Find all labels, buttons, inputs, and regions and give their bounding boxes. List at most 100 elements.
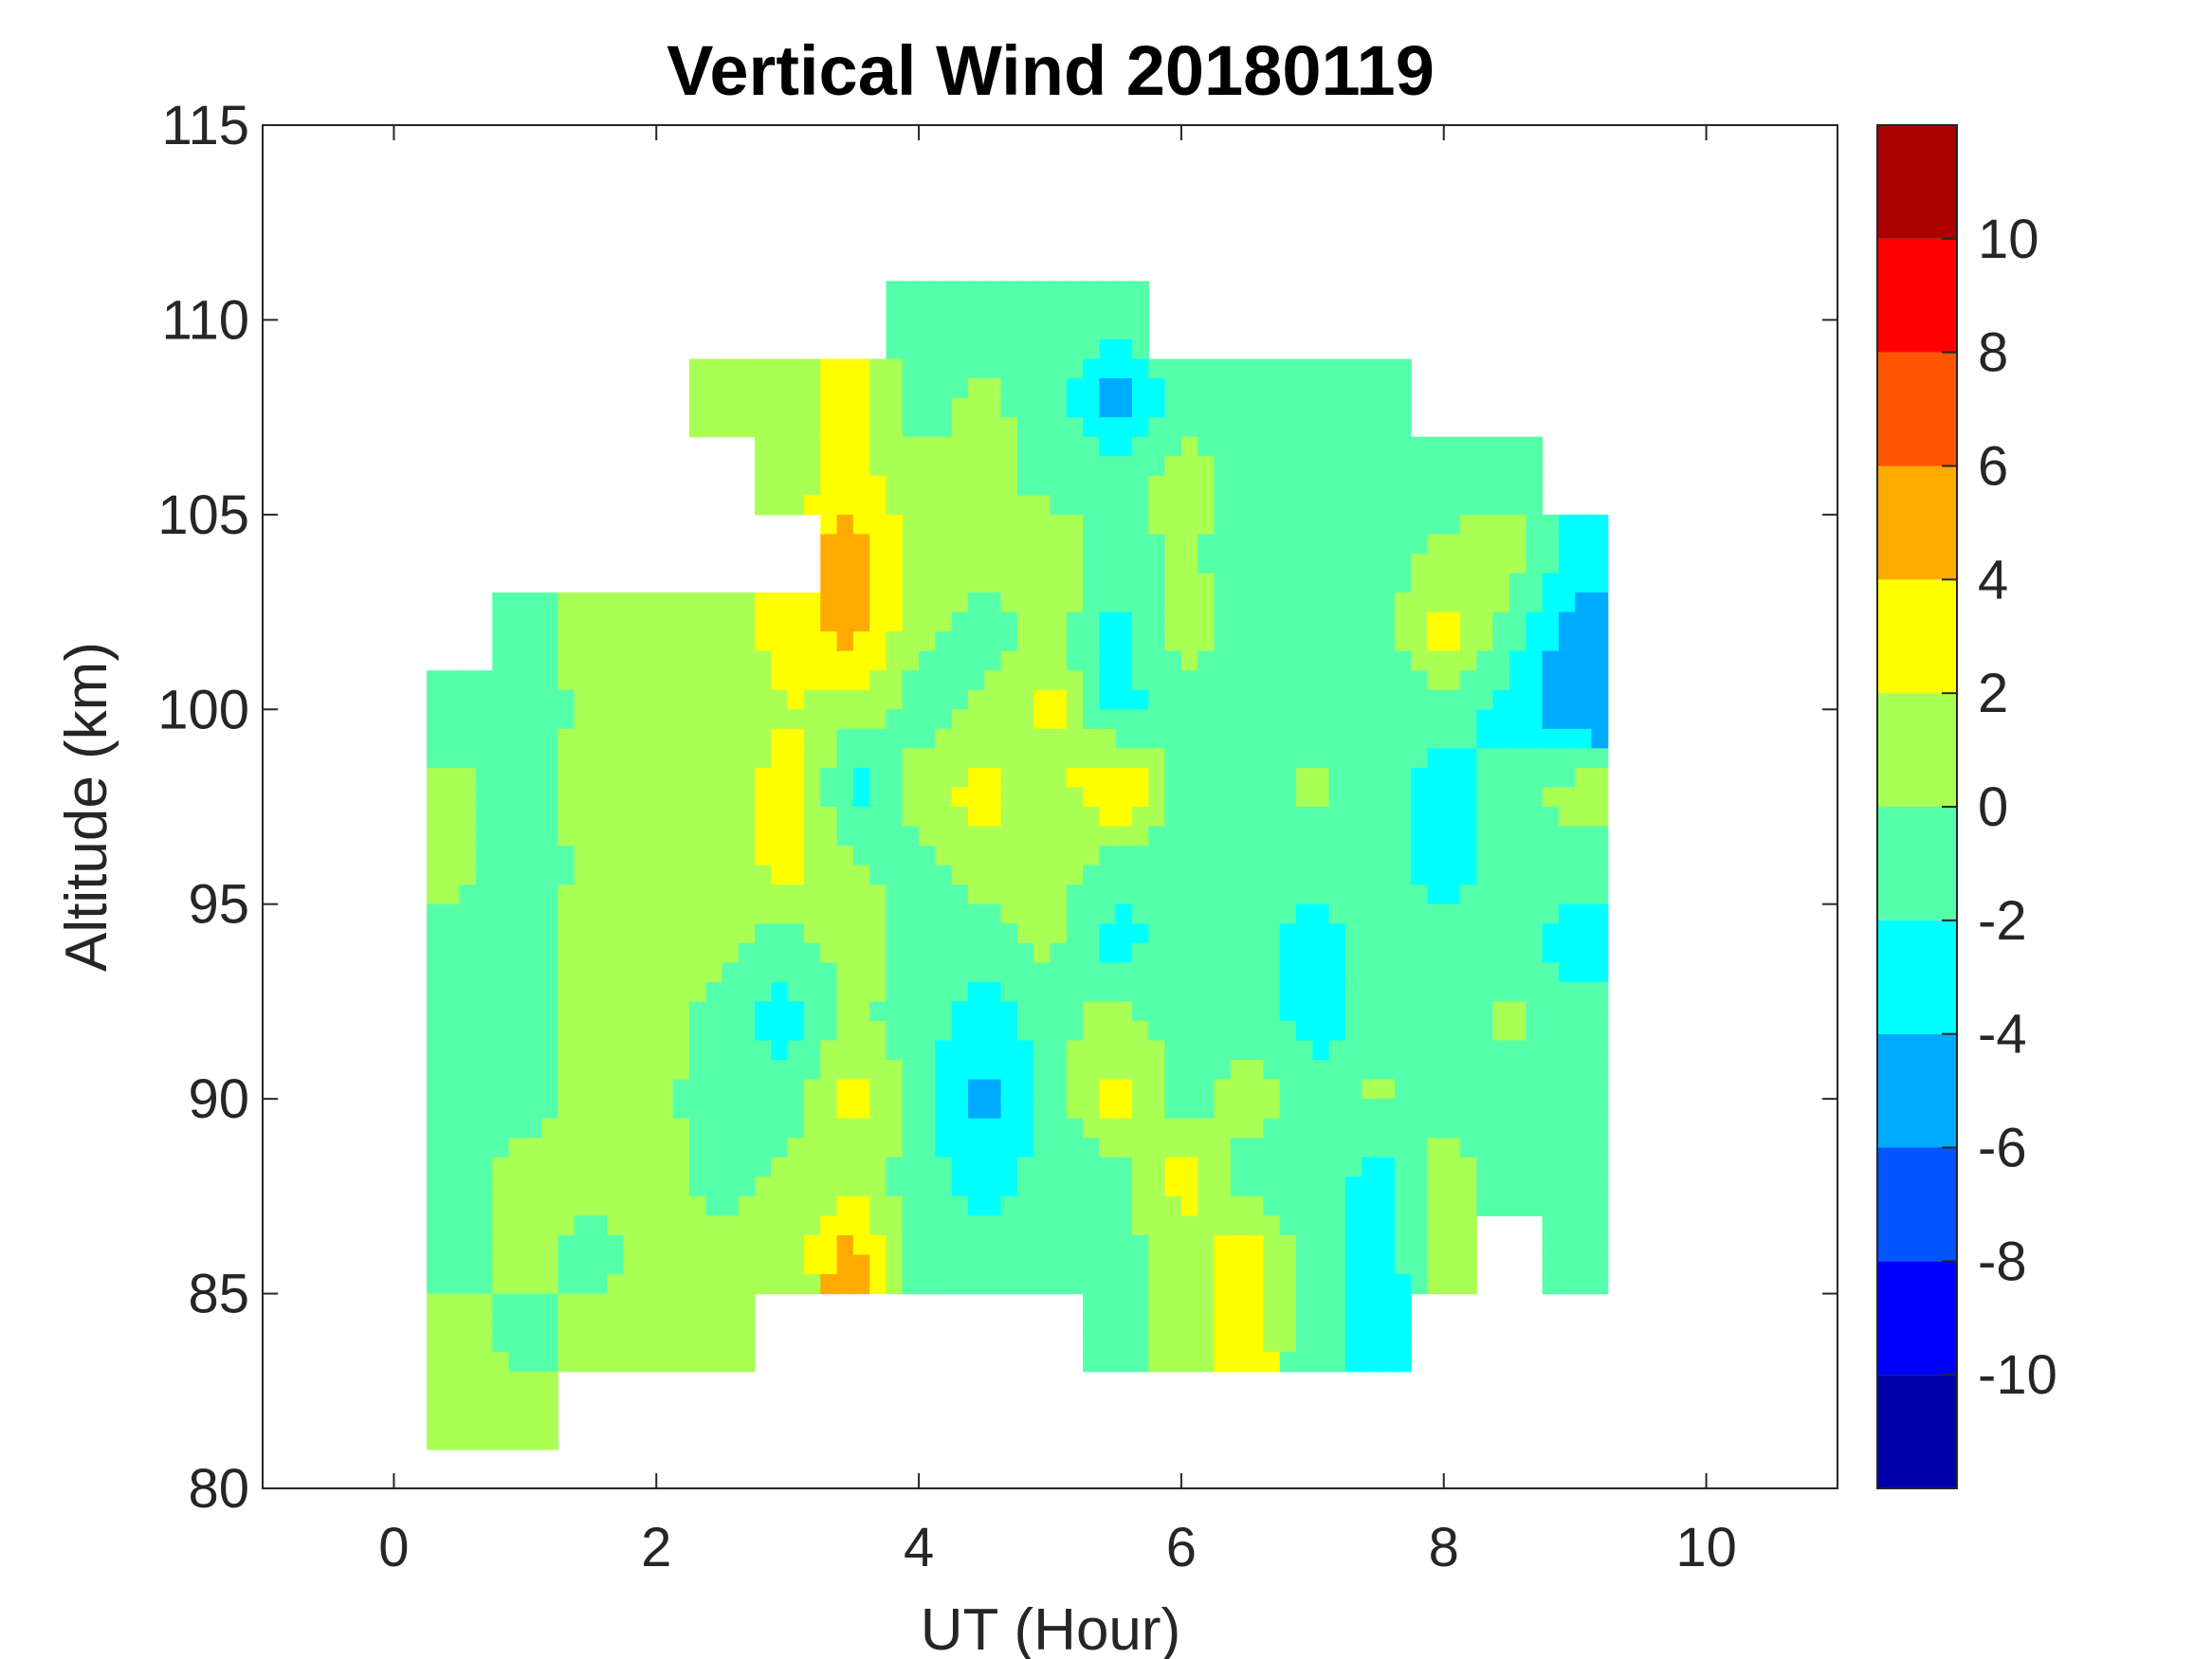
contour-cell (1394, 1118, 1412, 1139)
contour-cell (1033, 1254, 1051, 1275)
contour-cell (919, 319, 936, 340)
contour-cell (738, 728, 756, 749)
contour-cell (1197, 748, 1216, 769)
contour-cell (1492, 1001, 1510, 1022)
contour-cell (639, 728, 657, 749)
contour-cell (967, 923, 985, 944)
contour-cell (852, 865, 870, 885)
contour-cell (902, 397, 920, 418)
contour-cell (541, 1079, 559, 1100)
contour-cell (967, 807, 985, 828)
contour-cell (1132, 378, 1149, 399)
contour-cell (1148, 1020, 1166, 1042)
contour-cell (1526, 553, 1544, 574)
contour-cell (541, 728, 559, 749)
contour-cell (951, 1195, 969, 1216)
contour-cell (1115, 1195, 1133, 1216)
contour-cell (492, 884, 510, 905)
contour-cell (1526, 884, 1544, 905)
contour-cell (1148, 378, 1166, 399)
contour-cell (820, 631, 838, 652)
contour-cell (1344, 846, 1362, 866)
contour-cell (1328, 1099, 1346, 1120)
contour-cell (886, 903, 904, 924)
contour-cell (1263, 1274, 1281, 1295)
contour-cell (820, 1215, 838, 1236)
contour-cell (1197, 456, 1216, 477)
contour-cell (771, 417, 789, 438)
contour-cell (1312, 1001, 1330, 1022)
contour-cell (1362, 728, 1380, 749)
contour-cell (1394, 1157, 1412, 1177)
contour-cell (820, 748, 838, 769)
contour-cell (1033, 846, 1051, 866)
contour-cell (1443, 884, 1461, 905)
contour-cell (1066, 592, 1084, 613)
contour-cell (967, 709, 985, 730)
contour-cell (1344, 807, 1362, 828)
contour-cell (1050, 767, 1068, 789)
contour-cell (1492, 846, 1510, 866)
contour-cell (492, 942, 510, 963)
contour-cell (591, 1138, 608, 1158)
contour-cell (1033, 767, 1051, 789)
contour-cell (508, 865, 526, 885)
contour-cell (1460, 1176, 1477, 1197)
contour-cell (1558, 1060, 1576, 1081)
contour-cell (951, 1020, 969, 1042)
contour-cell (459, 1430, 477, 1450)
contour-cell (1508, 514, 1526, 535)
contour-cell (1115, 1099, 1133, 1120)
contour-cell (492, 728, 510, 749)
contour-cell (1180, 1313, 1198, 1334)
contour-cell (1099, 1215, 1117, 1236)
contour-cell (1115, 1040, 1133, 1061)
contour-cell (1411, 1274, 1429, 1295)
contour-cell (820, 689, 838, 710)
contour-cell (1197, 826, 1216, 847)
contour-cell (1099, 475, 1117, 496)
contour-cell (1000, 807, 1018, 828)
contour-cell (558, 1118, 576, 1139)
contour-cell (1000, 631, 1018, 652)
contour-cell (1526, 942, 1544, 963)
contour-cell (607, 923, 625, 944)
contour-cell (558, 942, 576, 963)
contour-cell (1312, 846, 1330, 866)
contour-cell (1328, 534, 1346, 555)
contour-cell (508, 1195, 526, 1216)
contour-cell (1066, 319, 1084, 340)
contour-cell (1411, 1118, 1429, 1139)
contour-cell (459, 1234, 477, 1256)
contour-cell (1328, 1195, 1346, 1216)
contour-cell (1591, 807, 1609, 828)
contour-cell (623, 1118, 641, 1139)
contour-cell (475, 1410, 493, 1431)
contour-cell (1164, 1234, 1182, 1256)
contour-cell (1000, 1118, 1018, 1139)
contour-cell (984, 534, 1002, 555)
contour-cell (984, 670, 1002, 691)
contour-cell (492, 1274, 510, 1295)
contour-cell (836, 534, 854, 555)
contour-cell (1083, 1313, 1101, 1334)
contour-cell (852, 456, 870, 477)
contour-cell (443, 1293, 461, 1314)
contour-cell (886, 884, 904, 905)
contour-cell (1296, 942, 1313, 963)
contour-cell (1542, 1234, 1560, 1256)
contour-cell (984, 1234, 1002, 1256)
contour-cell (475, 1391, 493, 1412)
contour-cell (1033, 1215, 1051, 1236)
contour-cell (738, 1040, 756, 1061)
x-tick-label: 8 (1429, 1517, 1459, 1578)
contour-cell (1000, 456, 1018, 477)
contour-cell (459, 903, 477, 924)
contour-cell (1476, 689, 1494, 710)
contour-cell (984, 456, 1002, 477)
contour-cell (1247, 767, 1265, 789)
contour-cell (1476, 1040, 1494, 1061)
contour-cell (1362, 495, 1380, 516)
contour-cell (1378, 865, 1396, 885)
contour-cell (1099, 573, 1117, 593)
